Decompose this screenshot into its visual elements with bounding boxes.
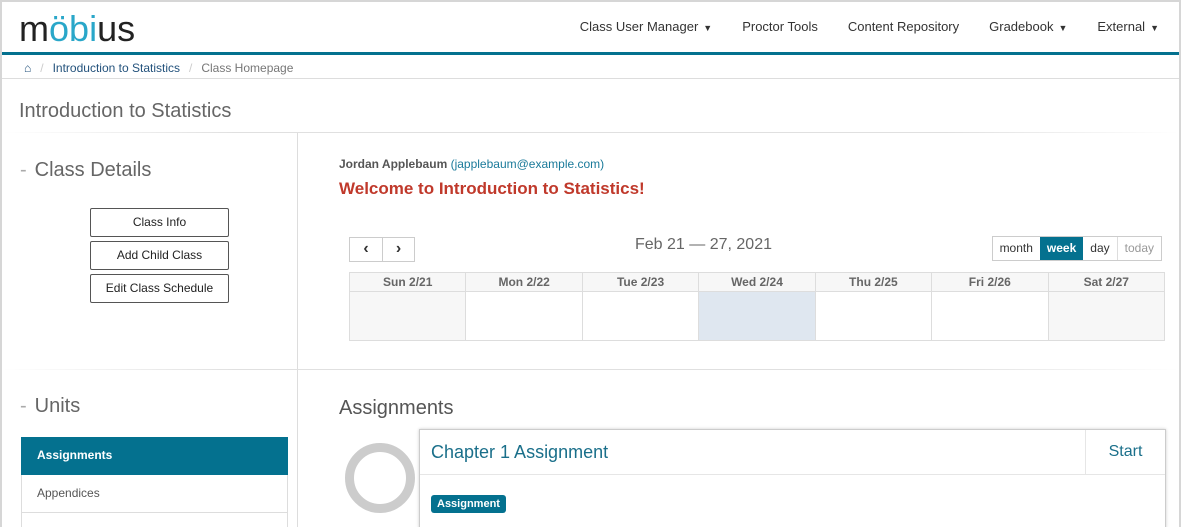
top-nav: Class User Manager ▼ Proctor Tools Conten…: [580, 19, 1159, 34]
caret-down-icon: ▼: [1058, 23, 1068, 33]
day-header: Fri 2/26: [931, 272, 1049, 292]
divider: [297, 370, 298, 527]
assignment-type-badge: Assignment: [431, 495, 506, 513]
day-cell[interactable]: [814, 291, 933, 341]
add-child-class-button[interactable]: Add Child Class: [90, 241, 229, 270]
assignment-name-link[interactable]: Chapter 1 Assignment: [431, 442, 609, 462]
day-cell-today[interactable]: [698, 291, 816, 341]
units-list: Assignments Appendices: [21, 437, 288, 527]
unit-item-assignments[interactable]: Assignments: [21, 437, 288, 475]
mobius-logo[interactable]: möbius: [19, 8, 136, 49]
start-button[interactable]: Start: [1085, 430, 1165, 475]
class-info-button[interactable]: Class Info: [90, 208, 229, 237]
prev-week-button[interactable]: ‹: [363, 240, 369, 257]
units-heading[interactable]: - Units: [20, 395, 81, 417]
user-info: Jordan Applebaum (japplebaum@example.com…: [339, 157, 605, 171]
nav-proctor-tools[interactable]: Proctor Tools: [742, 19, 818, 34]
divider: [2, 132, 1179, 133]
day-header: Sat 2/27: [1047, 272, 1166, 292]
day-cell[interactable]: [465, 291, 583, 341]
unit-item[interactable]: [21, 513, 288, 527]
view-week-button[interactable]: week: [1039, 237, 1084, 260]
day-header: Mon 2/22: [465, 272, 583, 292]
unit-item-appendices[interactable]: Appendices: [21, 475, 288, 513]
user-email-link[interactable]: (japplebaum@example.com): [450, 157, 605, 171]
view-month-button[interactable]: month: [999, 241, 1033, 255]
edit-class-schedule-button[interactable]: Edit Class Schedule: [90, 274, 229, 303]
calendar-range: Feb 21 — 27, 2021: [635, 236, 772, 253]
progress-ring: [345, 443, 415, 513]
view-day-button[interactable]: day: [1090, 241, 1110, 255]
week-calendar: Sun 2/21 Mon 2/22 Tue 2/23 Wed 2/24 Thu …: [348, 272, 1166, 341]
divider: [297, 133, 298, 369]
day-header: Sun 2/21: [348, 272, 467, 292]
page-title: Introduction to Statistics: [19, 100, 232, 122]
calendar-views: month week day today: [991, 236, 1162, 261]
nav-gradebook[interactable]: Gradebook ▼: [989, 19, 1068, 34]
today-button[interactable]: today: [1116, 237, 1161, 260]
nav-content-repository[interactable]: Content Repository: [847, 19, 960, 34]
header: möbius Class User Manager ▼ Proctor Tools…: [2, 2, 1179, 55]
next-week-button[interactable]: ›: [382, 238, 414, 261]
day-cell[interactable]: [931, 291, 1049, 341]
day-cell[interactable]: [1047, 291, 1166, 341]
breadcrumb-current: Class Homepage: [201, 61, 294, 75]
assignments-heading: Assignments: [339, 397, 454, 419]
day-header: Tue 2/23: [581, 272, 700, 292]
divider: [2, 369, 1179, 370]
calendar-nav: ‹ ›: [349, 237, 415, 262]
home-icon[interactable]: ⌂: [24, 61, 32, 75]
day-cell[interactable]: [581, 291, 700, 341]
class-details-heading[interactable]: - Class Details: [20, 159, 152, 181]
breadcrumb-class[interactable]: Introduction to Statistics: [52, 61, 180, 75]
nav-class-user-manager[interactable]: Class User Manager ▼: [579, 19, 713, 34]
assignment-card: Chapter 1 Assignment Start Assignment: [419, 429, 1166, 527]
day-cell[interactable]: [348, 291, 467, 341]
day-header: Wed 2/24: [698, 272, 816, 292]
welcome-message: Welcome to Introduction to Statistics!: [339, 179, 645, 198]
caret-down-icon: ▼: [703, 23, 713, 33]
nav-external[interactable]: External ▼: [1097, 19, 1159, 34]
caret-down-icon: ▼: [1150, 23, 1159, 33]
day-header: Thu 2/25: [814, 272, 933, 292]
breadcrumb: ⌂ / Introduction to Statistics / Class Homep…: [2, 58, 1179, 79]
